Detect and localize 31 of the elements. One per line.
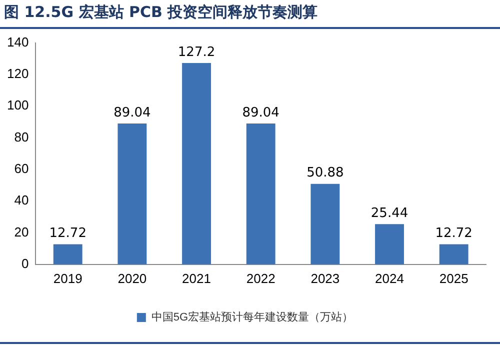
data-label: 25.44 bbox=[370, 206, 408, 222]
x-tick-label: 2023 bbox=[310, 270, 340, 286]
chart-title: 图 12.5G 宏基站 PCB 投资空间释放节奏测算 bbox=[4, 3, 318, 22]
y-tick-label: 20 bbox=[14, 224, 29, 240]
x-tick-label: 2022 bbox=[246, 270, 276, 286]
y-tick-label: 140 bbox=[6, 34, 29, 50]
data-label: 127.2 bbox=[178, 44, 216, 60]
x-tick-label: 2024 bbox=[375, 270, 404, 286]
bar bbox=[182, 63, 211, 264]
y-tick-label: 60 bbox=[14, 161, 29, 176]
y-tick-label: 120 bbox=[6, 66, 29, 82]
y-tick-label: 40 bbox=[14, 192, 29, 208]
data-label: 12.72 bbox=[49, 226, 86, 242]
data-label: 89.04 bbox=[242, 105, 280, 120]
x-tick-label: 2021 bbox=[182, 270, 211, 286]
y-tick-label: 80 bbox=[14, 129, 29, 144]
bar bbox=[439, 244, 468, 264]
bar bbox=[375, 224, 404, 264]
x-tick-label: 2020 bbox=[118, 270, 147, 286]
bar bbox=[118, 123, 147, 264]
y-tick-label: 0 bbox=[21, 256, 29, 271]
bar bbox=[246, 123, 276, 264]
bar bbox=[310, 184, 340, 264]
x-tick-label: 2025 bbox=[439, 270, 468, 286]
bar bbox=[53, 244, 82, 264]
x-tick-label: 2019 bbox=[53, 270, 82, 286]
data-label: 12.72 bbox=[435, 226, 472, 242]
legend-label: 中国5G宏基站预计每年建设数量（万站） bbox=[151, 310, 354, 324]
y-tick-label: 100 bbox=[6, 98, 29, 113]
data-label: 89.04 bbox=[114, 105, 151, 120]
data-label: 50.88 bbox=[306, 166, 344, 181]
